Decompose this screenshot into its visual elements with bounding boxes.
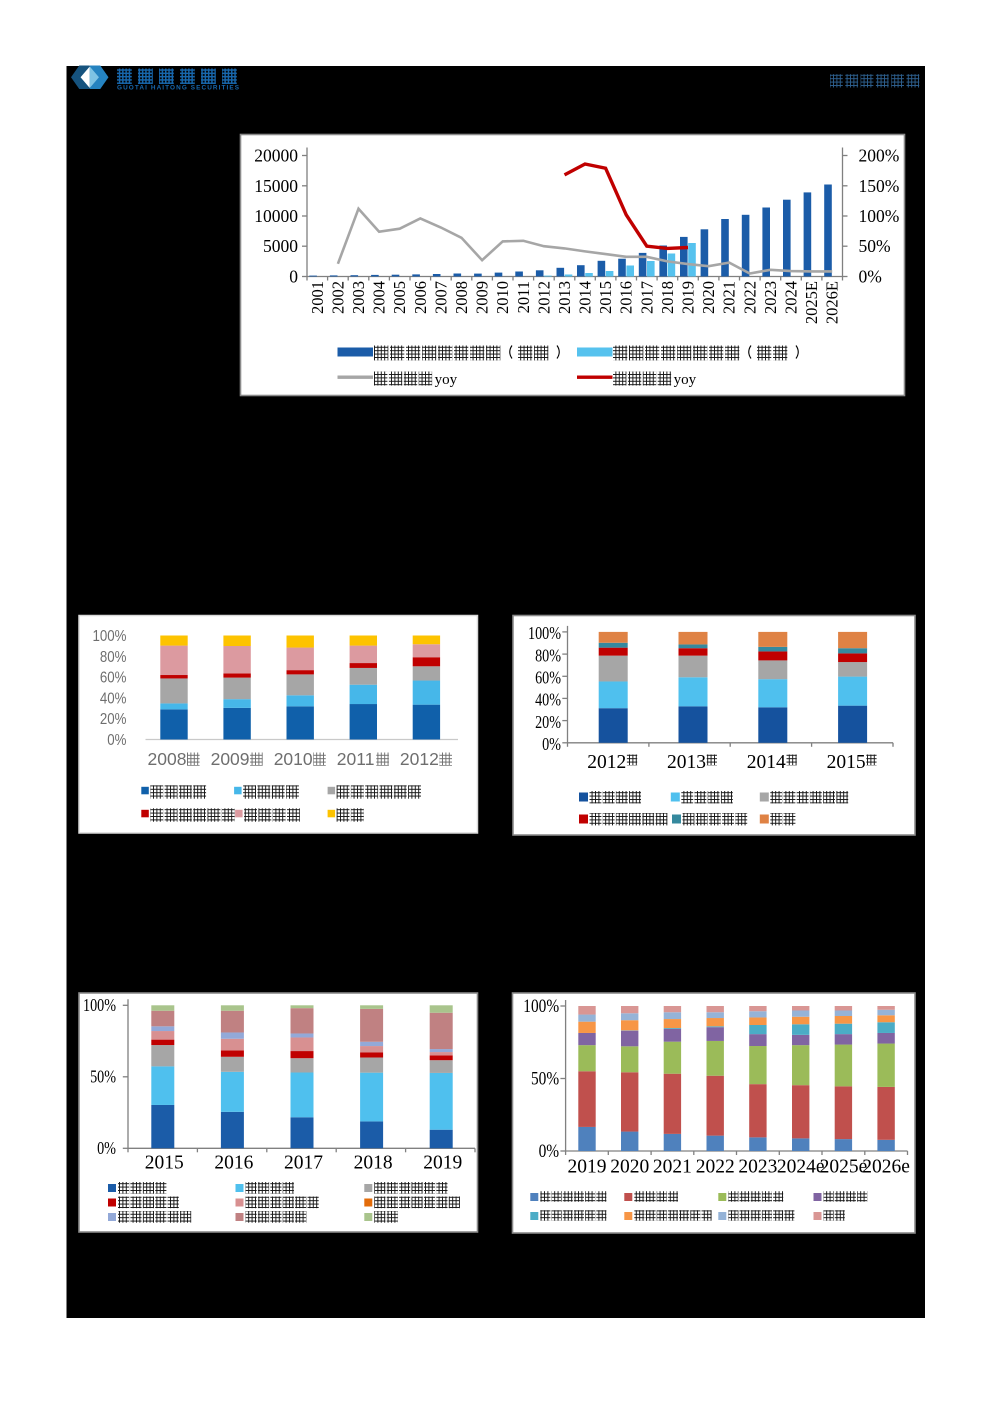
svg-text:2026e: 2026e — [862, 1157, 910, 1178]
svg-text:20%: 20% — [535, 712, 561, 732]
svg-text:2010: 2010 — [493, 281, 512, 314]
svg-text:2015: 2015 — [145, 1153, 184, 1174]
svg-text:2009: 2009 — [211, 749, 250, 769]
svg-text:2017: 2017 — [637, 281, 656, 314]
svg-text:40%: 40% — [100, 690, 127, 707]
svg-text:2026E: 2026E — [823, 281, 842, 324]
svg-text:2022: 2022 — [696, 1157, 735, 1178]
svg-text:2021: 2021 — [720, 281, 739, 314]
svg-text:2014: 2014 — [576, 281, 595, 314]
svg-text:2024: 2024 — [782, 281, 801, 314]
svg-text:2009: 2009 — [473, 281, 492, 314]
svg-text:2012: 2012 — [587, 752, 626, 773]
svg-text:100%: 100% — [528, 623, 561, 643]
svg-text:20%: 20% — [100, 711, 127, 728]
svg-text:40%: 40% — [535, 690, 561, 710]
svg-text:2019: 2019 — [423, 1153, 462, 1174]
svg-text:2012: 2012 — [400, 749, 439, 769]
svg-text:yoy: yoy — [435, 372, 458, 388]
svg-text:2006: 2006 — [411, 281, 430, 314]
svg-text:yoy: yoy — [674, 372, 697, 388]
svg-text:2013: 2013 — [555, 281, 574, 314]
svg-text:2023: 2023 — [738, 1157, 777, 1178]
svg-text:2025E: 2025E — [802, 281, 821, 324]
svg-text:2008: 2008 — [452, 281, 471, 314]
svg-text:100%: 100% — [83, 995, 116, 1015]
svg-text:GUOTAI HAITONG SECURITIES: GUOTAI HAITONG SECURITIES — [117, 85, 240, 92]
svg-text:2015: 2015 — [596, 281, 615, 314]
svg-text:2004: 2004 — [370, 281, 389, 314]
svg-text:20000: 20000 — [254, 146, 298, 166]
svg-text:2013: 2013 — [667, 752, 706, 773]
svg-text:50%: 50% — [90, 1067, 116, 1087]
svg-text:2012: 2012 — [534, 281, 553, 314]
svg-text:2001: 2001 — [308, 281, 327, 314]
svg-text:2024e: 2024e — [777, 1157, 825, 1178]
svg-text:10000: 10000 — [254, 206, 298, 226]
svg-text:100%: 100% — [859, 206, 900, 226]
svg-text:0%: 0% — [542, 734, 561, 754]
svg-text:2005: 2005 — [390, 281, 409, 314]
svg-text:2022: 2022 — [740, 281, 759, 314]
svg-text:0: 0 — [289, 267, 298, 287]
svg-text:2011: 2011 — [514, 281, 533, 313]
svg-text:2019: 2019 — [568, 1157, 607, 1178]
svg-text:0%: 0% — [859, 267, 882, 287]
svg-text:2020: 2020 — [610, 1157, 649, 1178]
svg-text:2008: 2008 — [148, 749, 187, 769]
svg-text:2010: 2010 — [274, 749, 313, 769]
svg-text:2019: 2019 — [679, 281, 698, 314]
svg-text:100%: 100% — [523, 996, 559, 1017]
svg-text:2018: 2018 — [658, 281, 677, 314]
svg-text:2025e: 2025e — [820, 1157, 868, 1178]
svg-text:2018: 2018 — [354, 1153, 393, 1174]
svg-text:2014: 2014 — [747, 752, 786, 773]
svg-text:2003: 2003 — [349, 281, 368, 314]
svg-text:2023: 2023 — [761, 281, 780, 314]
svg-text:2011: 2011 — [337, 749, 375, 769]
svg-text:0%: 0% — [107, 732, 126, 749]
svg-text:60%: 60% — [535, 668, 561, 688]
svg-text:2015: 2015 — [827, 752, 866, 773]
svg-text:2021: 2021 — [653, 1157, 692, 1178]
svg-text:2016: 2016 — [617, 281, 636, 314]
svg-text:60%: 60% — [100, 670, 127, 687]
svg-text:2007: 2007 — [431, 281, 450, 314]
svg-text:80%: 80% — [535, 645, 561, 665]
svg-text:5000: 5000 — [263, 236, 298, 256]
svg-text:150%: 150% — [859, 176, 900, 196]
svg-text:2002: 2002 — [328, 281, 347, 314]
svg-text:100%: 100% — [93, 628, 127, 645]
svg-text:2017: 2017 — [284, 1153, 323, 1174]
svg-text:200%: 200% — [859, 146, 900, 166]
svg-text:0%: 0% — [539, 1141, 560, 1162]
svg-text:15000: 15000 — [254, 176, 298, 196]
svg-text:80%: 80% — [100, 649, 127, 666]
svg-text:50%: 50% — [531, 1069, 559, 1090]
svg-text:0%: 0% — [97, 1138, 116, 1158]
svg-text:2016: 2016 — [214, 1153, 253, 1174]
svg-text:2020: 2020 — [699, 281, 718, 314]
svg-text:50%: 50% — [859, 236, 891, 256]
